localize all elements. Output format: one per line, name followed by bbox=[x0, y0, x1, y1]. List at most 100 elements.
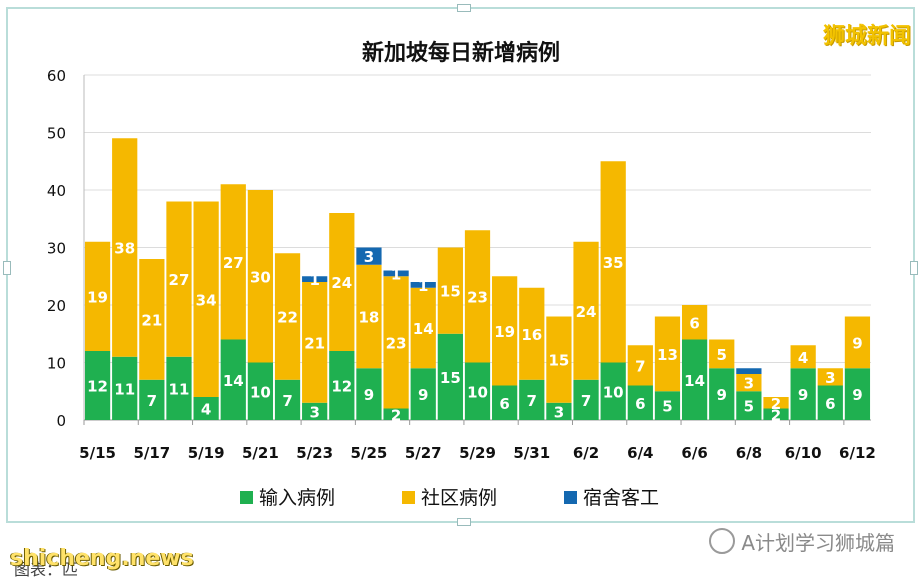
data-label: 14 bbox=[684, 372, 705, 390]
data-label: 5 bbox=[717, 346, 727, 364]
resize-handle-bottom[interactable] bbox=[457, 518, 471, 526]
legend-label: 社区病例 bbox=[421, 487, 497, 509]
data-label: 14 bbox=[223, 372, 244, 390]
bar-imported bbox=[600, 362, 626, 420]
data-label: 9 bbox=[852, 386, 862, 404]
data-label: 2 bbox=[771, 406, 781, 424]
x-tick-label: 5/29 bbox=[459, 444, 496, 462]
legend-swatch bbox=[564, 491, 577, 504]
x-tick-label: 6/10 bbox=[785, 444, 822, 462]
data-label: 9 bbox=[852, 334, 862, 352]
data-label: 23 bbox=[467, 288, 488, 306]
bar-imported bbox=[654, 391, 681, 420]
bar-community bbox=[193, 201, 219, 397]
data-label: 21 bbox=[304, 334, 325, 352]
bar-imported bbox=[573, 379, 599, 420]
bar-dormitory bbox=[410, 282, 436, 288]
data-label: 12 bbox=[331, 378, 352, 396]
bar-imported bbox=[247, 362, 274, 420]
bar-community bbox=[247, 190, 274, 363]
bar-imported bbox=[139, 379, 165, 420]
bar-imported bbox=[274, 379, 301, 420]
y-tick-label: 30 bbox=[47, 240, 66, 258]
data-label: 4 bbox=[201, 401, 211, 419]
bar-community bbox=[654, 316, 681, 392]
x-tick-label: 6/2 bbox=[573, 444, 599, 462]
bar-community bbox=[274, 253, 301, 380]
bar-community bbox=[166, 201, 192, 357]
data-label: 16 bbox=[521, 326, 542, 344]
chart-title: 新加坡每日新增病例 bbox=[362, 40, 560, 66]
bar-community bbox=[600, 161, 626, 363]
data-label: 27 bbox=[169, 271, 190, 289]
bar-dormitory bbox=[736, 368, 762, 374]
x-tick-label: 5/23 bbox=[296, 444, 333, 462]
resize-handle-right[interactable] bbox=[910, 261, 918, 275]
data-label: 30 bbox=[250, 268, 271, 286]
bar-imported bbox=[84, 351, 111, 420]
data-label: 6 bbox=[825, 395, 835, 413]
data-label: 3 bbox=[554, 403, 564, 421]
data-label: 38 bbox=[114, 240, 135, 258]
bar-imported bbox=[681, 339, 708, 420]
bar-imported bbox=[220, 339, 246, 420]
data-label: 13 bbox=[657, 346, 678, 364]
bar-imported bbox=[437, 333, 463, 420]
x-tick-label: 5/17 bbox=[133, 444, 170, 462]
data-label: 12 bbox=[87, 378, 108, 396]
data-label: 24 bbox=[576, 303, 597, 321]
bar-community bbox=[492, 276, 518, 386]
x-tick-label: 5/19 bbox=[188, 444, 225, 462]
x-tick-label: 5/15 bbox=[79, 444, 116, 462]
data-label: 35 bbox=[603, 254, 624, 272]
data-label: 22 bbox=[277, 309, 298, 327]
bar-imported bbox=[736, 391, 762, 420]
x-tick-label: 6/8 bbox=[736, 444, 762, 462]
bar-imported bbox=[844, 368, 871, 420]
bar-imported bbox=[464, 362, 491, 420]
data-label: 27 bbox=[223, 254, 244, 272]
bar-community bbox=[464, 230, 491, 363]
data-label: 7 bbox=[527, 392, 537, 410]
bar-dormitory bbox=[356, 247, 382, 265]
data-label: 11 bbox=[114, 380, 135, 398]
bar-dormitory bbox=[383, 270, 409, 277]
legend-label: 宿舍客工 bbox=[583, 487, 659, 509]
bar-imported bbox=[302, 402, 328, 420]
bar-imported bbox=[817, 385, 843, 420]
y-tick-label: 10 bbox=[47, 355, 66, 373]
bar-community bbox=[302, 282, 328, 403]
data-label: 19 bbox=[494, 323, 515, 341]
bar-imported bbox=[356, 368, 382, 420]
bar-community bbox=[844, 316, 871, 369]
data-label: 9 bbox=[798, 386, 808, 404]
bar-imported bbox=[519, 379, 545, 420]
bar-imported bbox=[627, 385, 653, 420]
x-tick-label: 5/27 bbox=[405, 444, 442, 462]
data-label: 10 bbox=[603, 383, 624, 401]
data-label: 9 bbox=[364, 386, 374, 404]
data-label: 9 bbox=[717, 386, 727, 404]
y-tick-label: 50 bbox=[47, 125, 66, 143]
bar-community bbox=[790, 345, 816, 369]
watermark-text: A计划学习狮城篇 bbox=[741, 531, 895, 555]
x-tick-label: 6/6 bbox=[681, 444, 707, 462]
bar-imported bbox=[492, 385, 518, 420]
x-tick-label: 5/25 bbox=[351, 444, 388, 462]
bar-community bbox=[356, 264, 382, 369]
y-tick-label: 0 bbox=[56, 412, 66, 430]
data-label: 2 bbox=[391, 406, 401, 424]
data-label: 7 bbox=[581, 392, 591, 410]
bar-imported bbox=[329, 351, 355, 420]
data-label: 10 bbox=[250, 383, 271, 401]
data-label: 9 bbox=[418, 386, 428, 404]
bar-community bbox=[519, 287, 545, 380]
data-label: 34 bbox=[196, 291, 217, 309]
resize-handle-top[interactable] bbox=[457, 4, 471, 12]
wechat-watermark: A计划学习狮城篇 bbox=[709, 527, 895, 556]
data-label: 1 bbox=[309, 271, 319, 289]
data-label: 24 bbox=[331, 274, 352, 292]
resize-handle-left[interactable] bbox=[3, 261, 11, 275]
x-tick-label: 5/31 bbox=[513, 444, 550, 462]
bar-community bbox=[437, 247, 463, 334]
